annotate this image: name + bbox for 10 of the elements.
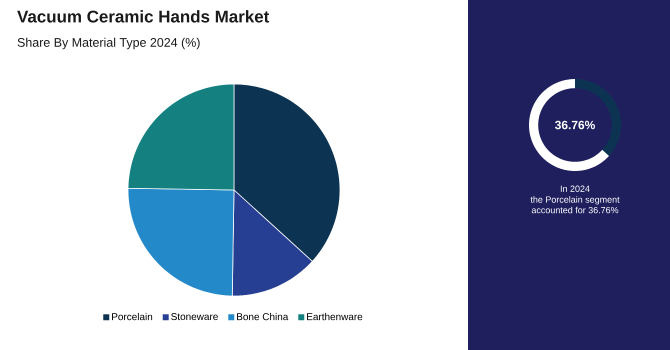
legend-label: Bone China	[237, 312, 288, 320]
text: 36.76%	[555, 120, 595, 130]
legend-label: Earthenware	[307, 312, 362, 320]
chart-title: Vacuum Ceramic Hands Market	[17, 10, 270, 23]
chart-subtitle: Share By Material Type 2024 (%)	[18, 38, 200, 50]
legend-label: Stoneware	[171, 313, 218, 320]
text: accounted for 36.76%	[532, 206, 618, 214]
legend-label: Porcelain	[112, 312, 152, 320]
text: In 2024	[560, 186, 590, 192]
text: the Porcelain segment	[530, 196, 620, 204]
